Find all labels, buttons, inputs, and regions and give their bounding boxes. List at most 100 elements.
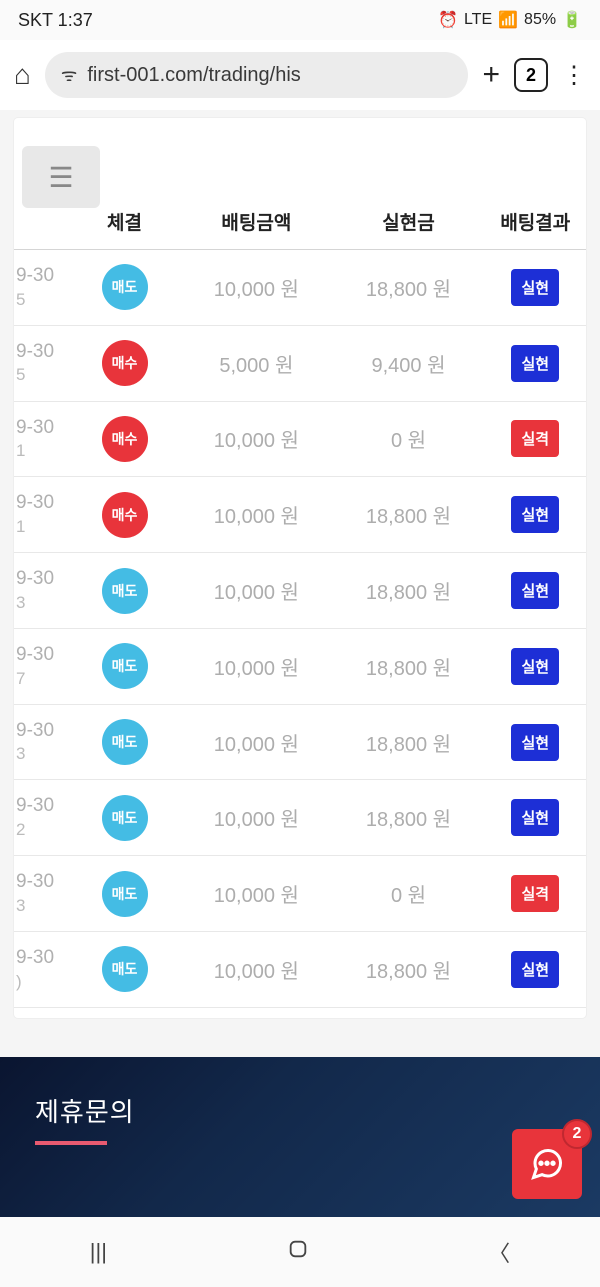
url-text: first-001.com/trading/his [87, 64, 300, 87]
status-bar: SKT 1:37 ⏰ LTE 📶 85% 🔋 [0, 0, 600, 40]
result-win-badge: 실현 [511, 648, 559, 685]
cell-result: 실현 [485, 477, 586, 553]
cell-result: 실현 [485, 704, 586, 780]
cell-realized: 9,400 원 [332, 325, 484, 401]
cell-amount: 10,000 원 [180, 250, 332, 326]
battery-icon: 🔋 [562, 10, 582, 30]
alarm-icon: ⏰ [438, 10, 458, 30]
cell-type: 매도 [69, 856, 181, 932]
sell-chip: 매도 [102, 264, 148, 310]
cell-date: 9-307 [14, 628, 69, 704]
result-win-badge: 실현 [511, 345, 559, 382]
cell-result: 실격 [485, 401, 586, 477]
cell-date: 9-305 [14, 250, 69, 326]
result-win-badge: 실현 [511, 799, 559, 836]
cell-realized: 18,800 원 [332, 704, 484, 780]
cell-result: 실현 [485, 553, 586, 629]
result-win-badge: 실현 [511, 269, 559, 306]
battery-label: 85% [524, 11, 556, 29]
cell-amount: 10,000 원 [180, 780, 332, 856]
table-row[interactable]: 9-301매수10,000 원18,800 원실현 [14, 477, 586, 553]
table-row[interactable]: 9-30)매도10,000 원18,800 원실현 [14, 932, 586, 1008]
signal-icon: 📶 [498, 10, 518, 30]
chat-button[interactable]: 2 [512, 1129, 582, 1199]
cell-date: 9-301 [14, 1007, 69, 1018]
result-lose-badge: 실격 [511, 875, 559, 912]
chat-badge: 2 [562, 1119, 592, 1149]
table-row[interactable]: 9-301매수10,000 원0 원실격 [14, 401, 586, 477]
cell-realized: 0 원 [332, 856, 484, 932]
cell-amount: 5,000 원 [180, 325, 332, 401]
back-button[interactable]: 〈 [488, 1236, 510, 1268]
cell-date: 9-302 [14, 780, 69, 856]
table-row[interactable]: 9-301매수15,000 원0 원실격 [14, 1007, 586, 1018]
tab-count-label: 2 [526, 65, 536, 86]
table-row[interactable]: 9-303매도10,000 원0 원실격 [14, 856, 586, 932]
browser-bar: ⌂ ᯤ first-001.com/trading/his + 2 ⋮ [0, 40, 600, 110]
table-row[interactable]: 9-305 매도 10,000 원18,800 원 실현 [14, 250, 586, 326]
sell-chip: 매도 [102, 795, 148, 841]
cell-result: 실현 [485, 780, 586, 856]
cell-realized: 18,800 원 [332, 477, 484, 553]
cell-result: 실현 [485, 628, 586, 704]
table-row[interactable]: 9-303매도10,000 원18,800 원실현 [14, 704, 586, 780]
cell-date: 9-305 [14, 325, 69, 401]
cell-result: 실현 [485, 250, 586, 326]
footer-title[interactable]: 제휴문의 [35, 1092, 565, 1129]
cell-amount: 10,000 원 [180, 553, 332, 629]
menu-icon[interactable]: ⋮ [562, 61, 586, 90]
hamburger-button[interactable]: ☰ [22, 146, 100, 208]
table-wrapper: 체결 배팅금액 실현금 배팅결과 9-305매도10,000 원18,800 원… [14, 118, 586, 1018]
new-tab-button[interactable]: + [482, 58, 500, 92]
cell-type: 매수 [69, 477, 181, 553]
footer-band: 제휴문의 [0, 1057, 600, 1217]
cell-realized: 18,800 원 [332, 628, 484, 704]
cell-type: 매수 [69, 401, 181, 477]
table-row[interactable]: 9-305 매수 5,000 원9,400 원 실현 [14, 325, 586, 401]
cell-amount: 10,000 원 [180, 628, 332, 704]
cell-amount: 10,000 원 [180, 932, 332, 1008]
sell-chip: 매도 [102, 871, 148, 917]
cell-amount: 10,000 원 [180, 477, 332, 553]
site-settings-icon[interactable]: ᯤ [61, 63, 77, 87]
cell-realized: 18,800 원 [332, 250, 484, 326]
cell-realized: 0 원 [332, 1007, 484, 1018]
buy-chip: 매수 [102, 340, 148, 386]
network-label: LTE [464, 11, 492, 29]
cell-realized: 18,800 원 [332, 780, 484, 856]
sell-chip: 매도 [102, 946, 148, 992]
table-row[interactable]: 9-303매도10,000 원18,800 원실현 [14, 553, 586, 629]
col-amount: 배팅금액 [180, 196, 332, 250]
cell-result: 실현 [485, 325, 586, 401]
cell-type: 매도 [69, 932, 181, 1008]
result-win-badge: 실현 [511, 572, 559, 609]
result-win-badge: 실현 [511, 496, 559, 533]
cell-type: 매도 [69, 553, 181, 629]
result-win-badge: 실현 [511, 724, 559, 761]
cell-type: 매도 [69, 704, 181, 780]
sell-chip: 매도 [102, 643, 148, 689]
home-button[interactable] [287, 1238, 309, 1266]
content-panel: ☰ 체결 배팅금액 실현금 배팅결과 9-305매도10,000 원18,800… [14, 118, 586, 1018]
cell-amount: 15,000 원 [180, 1007, 332, 1018]
chat-count: 2 [573, 1125, 582, 1143]
url-bar[interactable]: ᯤ first-001.com/trading/his [45, 52, 469, 98]
cell-type: 매수 [69, 1007, 181, 1018]
cell-date: 9-301 [14, 401, 69, 477]
cell-type: 매도 [69, 628, 181, 704]
cell-type: 매도 [69, 250, 181, 326]
tab-switcher-button[interactable]: 2 [514, 58, 548, 92]
cell-result: 실현 [485, 932, 586, 1008]
chat-icon [529, 1146, 565, 1182]
cell-realized: 18,800 원 [332, 553, 484, 629]
table-row[interactable]: 9-302 매도 10,000 원18,800 원 실현 [14, 780, 586, 856]
cell-realized: 0 원 [332, 401, 484, 477]
table-row[interactable]: 9-307 매도 10,000 원18,800 원 실현 [14, 628, 586, 704]
cell-result: 실격 [485, 1007, 586, 1018]
recents-button[interactable]: ||| [90, 1239, 107, 1265]
sell-chip: 매도 [102, 719, 148, 765]
cell-type: 매도 [69, 780, 181, 856]
footer-underline [35, 1141, 107, 1145]
home-icon[interactable]: ⌂ [14, 59, 31, 91]
cell-amount: 10,000 원 [180, 401, 332, 477]
